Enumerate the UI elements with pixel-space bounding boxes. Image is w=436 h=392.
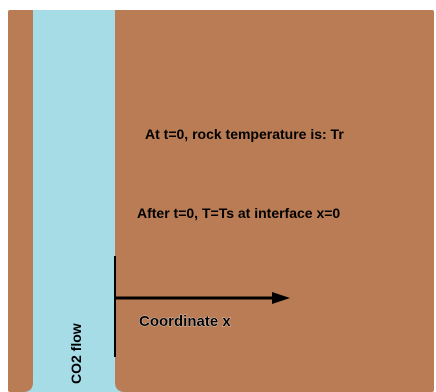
co2-flow-label: CO2 flow — [68, 323, 84, 384]
initial-condition-label: At t=0, rock temperature is: Tr — [145, 126, 344, 142]
co2-flow-channel — [23, 10, 125, 392]
boundary-condition-label: After t=0, T=Ts at interface x=0 — [137, 205, 340, 221]
coordinate-label: Coordinate x — [139, 313, 231, 330]
coordinate-arrowhead — [272, 292, 290, 304]
